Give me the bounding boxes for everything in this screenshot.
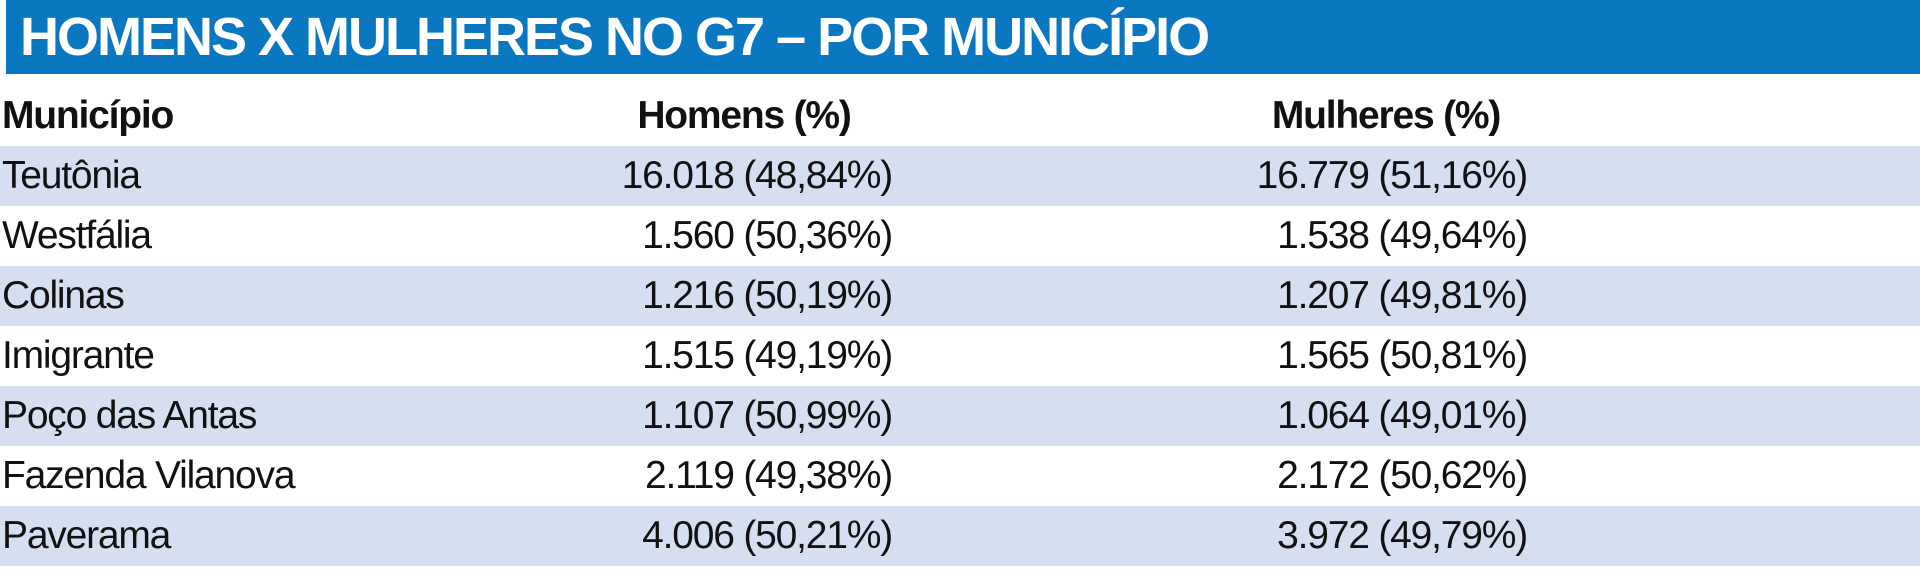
count-cell: 1.538 (49,64%) (1277, 214, 1528, 257)
count-cell: 1.207 (49,81%) (1277, 274, 1528, 317)
column-header: Mulheres (%) (1271, 94, 1502, 137)
table-row: Westfália 1.560 (50,36%) 1.538 (49,64%) (0, 206, 1920, 266)
count-cell: 4.006 (50,21%) (642, 514, 893, 557)
municipality: Fazenda Vilanova (2, 454, 296, 497)
table-row: Colinas 1.216 (50,19%) 1.207 (49,81%) (0, 266, 1920, 326)
count-cell: 3.972 (49,79%) (1277, 514, 1528, 557)
header-row: Município Homens (%) Mulheres (%) (0, 86, 1920, 146)
column-header: Homens (%) (637, 94, 852, 137)
table-row: Poço das Antas 1.107 (50,99%) 1.064 (49,01… (0, 386, 1920, 446)
table-row: Fazenda Vilanova 2.119 (49,38%) 2.172 (50,… (0, 446, 1920, 506)
table-row: Imigrante 1.515 (49,19%) 1.565 (50,81%) (0, 326, 1920, 386)
count-cell: 2.172 (50,62%) (1277, 454, 1528, 497)
municipality: Poço das Antas (2, 394, 257, 437)
count-cell: 1.560 (50,36%) (642, 214, 893, 257)
municipality: Westfália (2, 214, 152, 257)
municipality: Colinas (2, 274, 125, 317)
count-cell: 1.216 (50,19%) (642, 274, 893, 317)
municipality: Teutônia (2, 154, 141, 197)
title: HOMENS X MULHERES NO G7 – POR MUNICÍPIO (20, 7, 1210, 67)
title-bar: HOMENS X MULHERES NO G7 – POR MUNICÍPIO (6, 0, 1920, 74)
count-cell: 16.779 (51,16%) (1256, 154, 1529, 197)
count-cell: 1.515 (49,19%) (642, 334, 893, 377)
column-header: Município (2, 94, 174, 137)
count-cell: 1.107 (50,99%) (642, 394, 893, 437)
count-cell: 1.064 (49,01%) (1277, 394, 1528, 437)
municipality: Imigrante (2, 334, 155, 377)
count-cell: 2.119 (49,38%) (645, 454, 893, 497)
count-cell: 16.018 (48,84%) (621, 154, 894, 197)
count-cell: 1.565 (50,81%) (1277, 334, 1528, 377)
table-row: Paverama 4.006 (50,21%) 3.972 (49,79%) (0, 506, 1920, 566)
table-row: Teutônia 16.018 (48,84%) 16.779 (51,16%) (0, 146, 1920, 206)
municipality: Paverama (2, 514, 171, 557)
